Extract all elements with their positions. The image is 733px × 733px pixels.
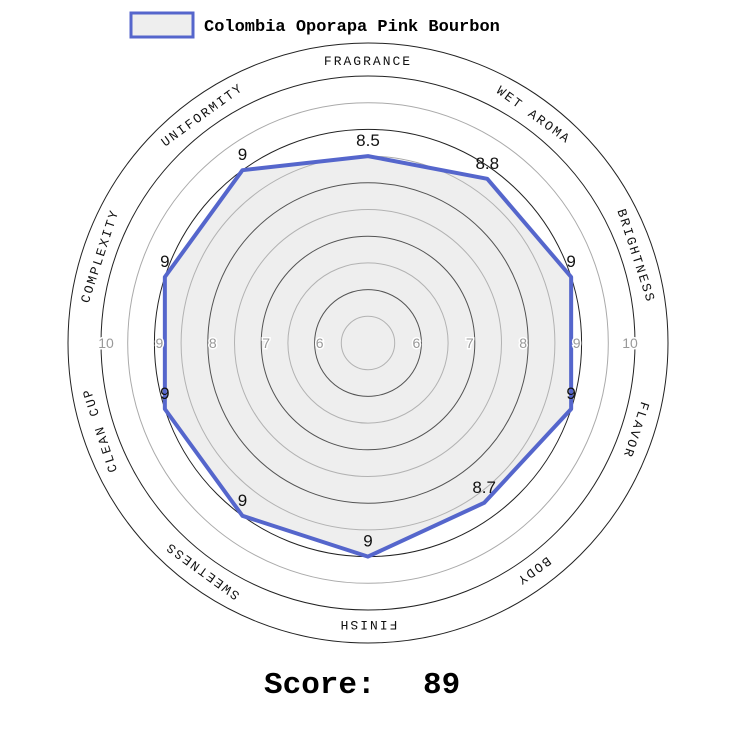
- axis-label: FLAVOR: [620, 400, 652, 461]
- grid-circle: [314, 289, 422, 397]
- grid-circle: [100, 75, 636, 611]
- radar-area: [162, 154, 574, 559]
- tick-label: 9: [156, 335, 164, 351]
- value-label: 9: [160, 384, 169, 403]
- grid-circle: [207, 182, 529, 504]
- tick-label: 8: [209, 335, 217, 351]
- legend-label: Colombia Oporapa Pink Bourbon: [204, 18, 500, 37]
- value-label: 9: [238, 491, 247, 510]
- axis-label: FRAGRANCE: [324, 54, 412, 69]
- axis-label: UNIFORMITY: [158, 80, 246, 150]
- score-value: 89: [423, 668, 460, 703]
- grid-circle-minor: [127, 102, 609, 584]
- grid-circle-minor: [340, 315, 396, 371]
- legend-swatch: [129, 11, 195, 39]
- grid-circle-minor: [287, 262, 449, 424]
- value-label: 9: [363, 532, 372, 551]
- value-label: 9: [566, 252, 575, 271]
- outer-ring: [67, 42, 669, 644]
- tick-label: 6: [316, 335, 324, 351]
- tick-label: 7: [262, 335, 270, 351]
- tick-label: 6: [413, 335, 421, 351]
- score-label: Score:: [264, 668, 376, 703]
- grid-circle: [260, 235, 476, 451]
- tick-label: 7: [466, 335, 474, 351]
- value-label: 9: [160, 252, 169, 271]
- tick-label: 10: [622, 335, 638, 351]
- axis-label: FINISH: [339, 617, 398, 632]
- value-label: 8.5: [356, 131, 380, 150]
- value-label: 9: [238, 145, 247, 164]
- value-label: 8.7: [472, 478, 496, 497]
- axis-label: CLEAN CUP: [80, 386, 122, 475]
- grid-circle-minor: [234, 209, 502, 477]
- tick-label: 9: [573, 335, 581, 351]
- tick-label: 8: [519, 335, 527, 351]
- value-label: 8.8: [475, 154, 499, 173]
- value-label: 9: [566, 384, 575, 403]
- tick-label: 10: [98, 335, 114, 351]
